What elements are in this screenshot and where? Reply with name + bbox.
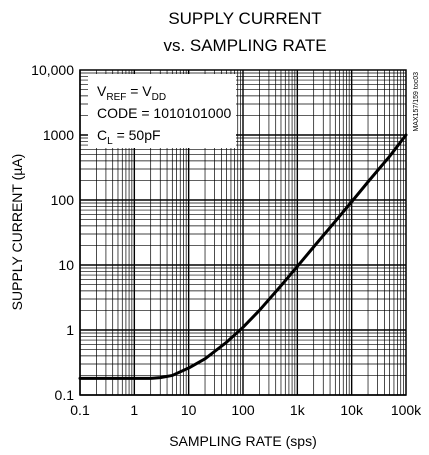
y-tick-label: 100 <box>51 192 75 208</box>
side-label: MAX157/159 toc03 <box>413 72 420 132</box>
conditions-box <box>88 74 236 148</box>
x-tick-label: 10 <box>181 402 197 418</box>
vref-subscript: REF <box>106 92 126 103</box>
series-layer <box>78 133 408 380</box>
y-tick-label: 1 <box>66 322 74 338</box>
chart-title-line1: SUPPLY CURRENT <box>168 9 321 28</box>
y-tick-label: 10,000 <box>31 62 74 78</box>
cl-main: C <box>97 127 107 143</box>
tick-labels: 0.1 1 10 100 1k 10k 100k 0.1 1 10 100 1000 10,000 <box>31 62 422 418</box>
vref-main: V <box>97 83 107 99</box>
x-axis-label: SAMPLING RATE (sps) <box>169 433 317 449</box>
x-tick-label: 10k <box>340 402 364 418</box>
x-tick-label: 1k <box>290 402 306 418</box>
x-tick-label: 1 <box>130 402 138 418</box>
cl-value: = 50pF <box>113 127 161 143</box>
code-condition: CODE = 1010101000 <box>97 105 231 121</box>
series-line-0 <box>78 133 408 380</box>
vdd-subscript: DD <box>152 92 166 103</box>
x-tick-label: 100k <box>391 402 422 418</box>
y-tick-label: 0.1 <box>55 387 75 403</box>
y-tick-label: 1000 <box>43 127 74 143</box>
cl-subscript: L <box>107 136 113 147</box>
plot-frame <box>79 69 407 396</box>
vref-equals: = V <box>126 83 152 99</box>
x-tick-label: 0.1 <box>70 402 90 418</box>
cl-condition: CL = 50pF <box>97 127 161 147</box>
y-axis-label: SUPPLY CURRENT (µA) <box>9 154 25 311</box>
y-tick-label: 10 <box>58 257 74 273</box>
vref-condition: VREF = VDD <box>97 83 166 103</box>
x-tick-label: 100 <box>231 402 255 418</box>
chart-title-line2: vs. SAMPLING RATE <box>163 36 326 55</box>
